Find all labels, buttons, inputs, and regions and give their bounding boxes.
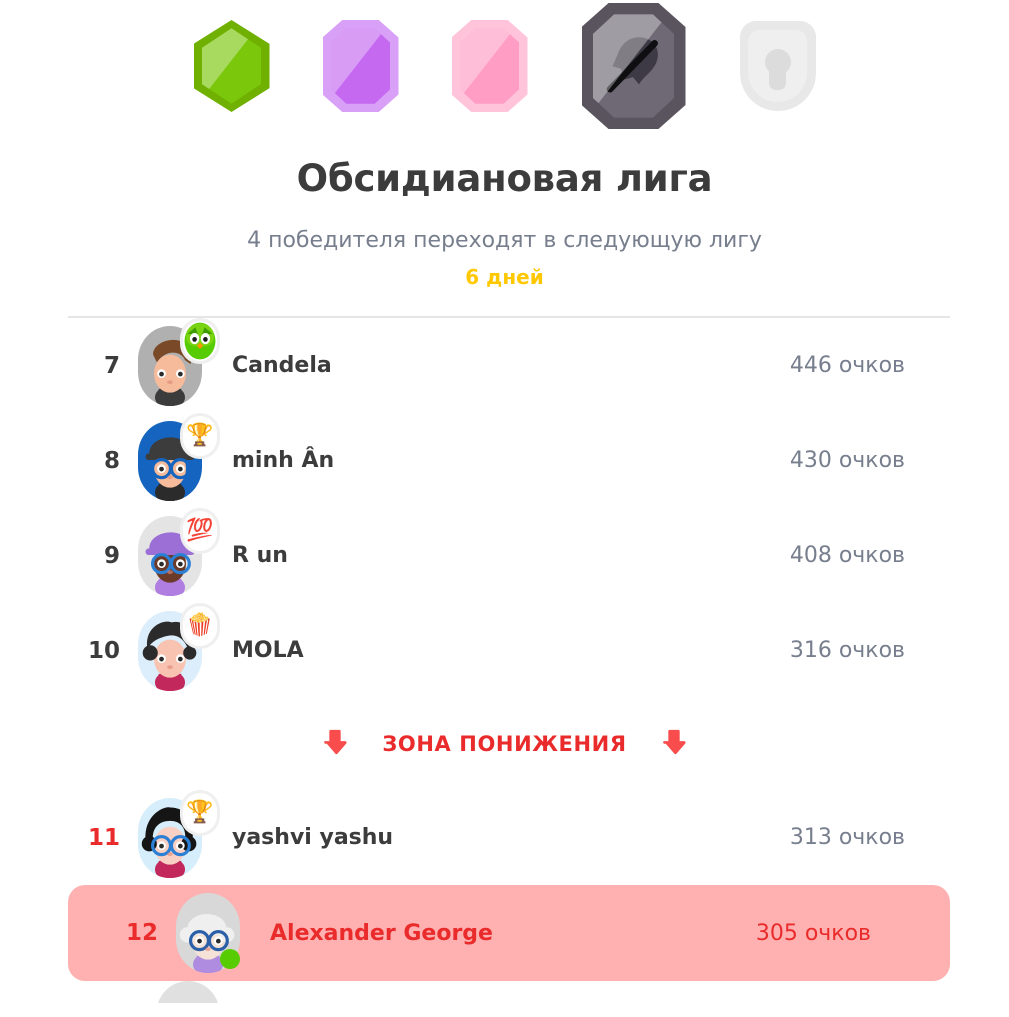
locked-league-badge[interactable] xyxy=(730,1,826,131)
duolingo-owl-icon xyxy=(180,317,220,364)
table-row[interactable]: 10 🍿 MOLA 316 очков xyxy=(0,602,1009,698)
trophy-icon: 🏆 xyxy=(180,412,220,459)
table-row[interactable]: 9 💯 R un 408 очков xyxy=(0,507,1009,603)
amethyst-league-badge[interactable] xyxy=(313,1,409,131)
demotion-zone-divider: ЗОНА ПОНИЖЕНИЯ xyxy=(0,698,1009,790)
lock-shield-icon xyxy=(739,21,816,111)
user-name: R un xyxy=(232,543,288,568)
pink-octagon-gem-icon xyxy=(451,20,528,112)
user-points: 305 очков xyxy=(755,920,871,946)
arrow-down-icon xyxy=(662,729,686,755)
rank-number: 12 xyxy=(125,920,158,946)
avatar[interactable] xyxy=(176,893,244,973)
purple-octagon-gem-icon xyxy=(322,20,399,112)
user-points: 446 очков xyxy=(789,353,905,378)
avatar[interactable] xyxy=(138,317,220,406)
green-hexagon-gem-icon xyxy=(193,20,270,112)
user-name: yashvi yashu xyxy=(232,825,394,850)
online-status-dot xyxy=(220,949,240,969)
user-name: MOLA xyxy=(232,638,304,663)
user-name: Candela xyxy=(232,353,332,378)
arrow-down-icon xyxy=(324,729,347,755)
user-points: 313 очков xyxy=(789,825,905,850)
obsidian-slash-mark-icon xyxy=(607,36,659,93)
obsidian-octagon-gem-icon xyxy=(581,3,686,129)
promotion-note: 4 победителя переходят в следующую лигу xyxy=(247,228,762,253)
time-remaining: 6 дней xyxy=(465,265,544,289)
avatar-image xyxy=(156,981,220,1003)
league-header: Обсидиановая лига 4 победителя переходят… xyxy=(0,157,1009,289)
user-name: Alexander George xyxy=(270,920,493,946)
pearl-league-badge[interactable] xyxy=(442,1,538,131)
divider xyxy=(68,316,950,318)
table-row[interactable]: 7 Candela 446 очков xyxy=(0,317,1009,413)
league-badge-strip xyxy=(0,0,1009,130)
table-row[interactable]: 11 🏆 yashvi yashu 313 очков xyxy=(0,789,1009,885)
avatar[interactable]: 💯 xyxy=(138,507,220,596)
avatar-image xyxy=(138,515,202,596)
avatar-image xyxy=(138,420,202,501)
table-row[interactable]: 8 🏆 minh Ân 430 очков xyxy=(0,412,1009,508)
next-row-partial xyxy=(0,981,1009,1003)
rank-number: 7 xyxy=(103,352,120,379)
avatar[interactable]: 🏆 xyxy=(138,412,220,501)
page-title: Обсидиановая лига xyxy=(296,157,713,200)
user-name: minh Ân xyxy=(232,448,335,473)
avatar[interactable]: 🍿 xyxy=(138,602,220,691)
table-row-current-user[interactable]: 12 Alexander George 305 очков xyxy=(68,885,950,981)
rank-number: 10 xyxy=(87,637,120,664)
jade-league-badge[interactable] xyxy=(184,1,280,131)
user-points: 430 очков xyxy=(789,448,905,473)
rank-number: 11 xyxy=(87,824,120,851)
popcorn-icon: 🍿 xyxy=(180,602,220,649)
rank-number: 8 xyxy=(103,447,120,474)
obsidian-league-badge[interactable] xyxy=(571,1,697,131)
user-points: 408 очков xyxy=(789,543,905,568)
trophy-icon: 🏆 xyxy=(180,789,220,836)
avatar[interactable]: 🏆 xyxy=(138,789,220,878)
rank-number: 9 xyxy=(103,542,120,569)
hundred-points-icon: 💯 xyxy=(180,507,220,554)
avatar-image xyxy=(138,610,202,691)
leaderboard-list: 7 Candela 446 очков 8 xyxy=(0,317,1009,981)
user-points: 316 очков xyxy=(789,638,905,663)
demotion-zone-label: ЗОНА ПОНИЖЕНИЯ xyxy=(382,732,627,756)
